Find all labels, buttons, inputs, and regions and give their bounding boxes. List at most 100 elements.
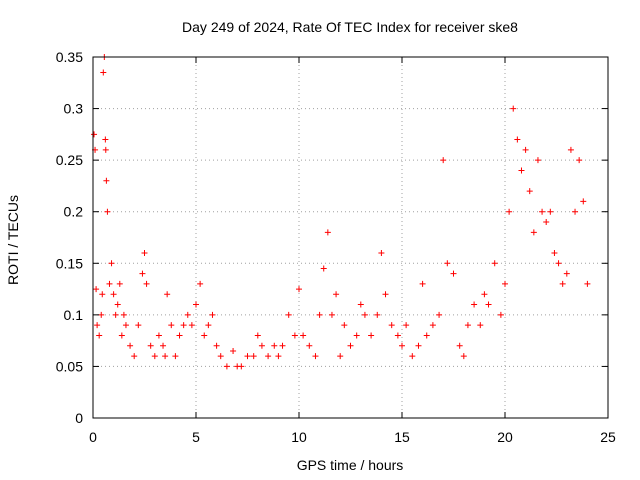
data-point [543, 219, 550, 226]
data-point [116, 280, 123, 287]
data-point [450, 270, 457, 277]
x-axis-label: GPS time / hours [297, 457, 404, 473]
y-tick-label: 0.25 [56, 152, 83, 168]
data-point [374, 311, 381, 318]
data-point [353, 332, 360, 339]
data-point [172, 353, 179, 360]
y-axis-label: ROTI / TECUs [5, 195, 21, 285]
data-point [409, 353, 416, 360]
data-point [539, 208, 546, 215]
data-point [534, 157, 541, 164]
data-point [205, 322, 212, 329]
data-point [238, 363, 245, 370]
data-point [168, 322, 175, 329]
data-point [141, 249, 148, 256]
data-point [104, 208, 111, 215]
data-point [328, 311, 335, 318]
data-point [296, 286, 302, 293]
data-point [497, 311, 504, 318]
data-point [547, 208, 554, 215]
data-point [131, 353, 138, 360]
data-point [506, 208, 513, 215]
data-point [223, 363, 230, 370]
data-point [180, 322, 187, 329]
data-point [378, 249, 385, 256]
data-point [279, 342, 286, 349]
data-point [102, 146, 109, 153]
data-point [164, 291, 171, 298]
data-point [306, 342, 313, 349]
data-point [250, 353, 257, 360]
y-tick-label: 0.05 [56, 358, 83, 374]
data-point [436, 311, 443, 318]
data-point [522, 146, 529, 153]
data-point [491, 260, 498, 267]
data-point [102, 136, 109, 143]
data-point [530, 229, 537, 236]
data-point [100, 69, 107, 76]
data-point [347, 342, 354, 349]
data-point [584, 280, 591, 287]
gridlines [93, 57, 608, 418]
data-point [112, 311, 119, 318]
data-point [514, 136, 521, 143]
x-tick-label: 25 [600, 429, 616, 445]
data-point [147, 342, 154, 349]
data-point [176, 332, 183, 339]
data-point [244, 353, 251, 360]
data-point [265, 353, 272, 360]
data-point [275, 353, 282, 360]
data-point [151, 353, 158, 360]
x-tick-label: 0 [89, 429, 97, 445]
data-point [230, 347, 237, 354]
data-point [291, 332, 298, 339]
data-point [99, 291, 106, 298]
data-point [485, 301, 492, 308]
data-point [162, 353, 169, 360]
data-point [106, 280, 113, 287]
data-point [341, 322, 348, 329]
data-point [444, 260, 451, 267]
data-point [361, 311, 368, 318]
data-point [285, 311, 292, 318]
data-point [471, 301, 478, 308]
data-point [399, 342, 405, 349]
y-tick-label: 0.3 [64, 101, 84, 117]
data-point [456, 342, 463, 349]
data-point [122, 322, 129, 329]
y-tick-label: 0.1 [64, 307, 84, 323]
data-point [188, 322, 195, 329]
data-point [460, 353, 467, 360]
data-point [580, 198, 587, 205]
x-tick-label: 15 [394, 429, 410, 445]
data-point [423, 332, 430, 339]
data-point [139, 270, 146, 277]
data-point [201, 332, 208, 339]
data-point [114, 301, 121, 308]
chart-title: Day 249 of 2024, Rate Of TEC Index for r… [182, 19, 518, 35]
data-point [419, 280, 426, 287]
data-point [98, 311, 105, 318]
data-point [254, 332, 261, 339]
data-point [209, 311, 216, 318]
y-tick-labels: 0 0.05 0.1 0.15 0.2 0.25 0.3 0.35 [56, 49, 83, 426]
data-point [258, 342, 265, 349]
data-point [368, 332, 375, 339]
data-point [324, 229, 331, 236]
data-point [217, 353, 224, 360]
data-point [481, 291, 488, 298]
data-point [337, 353, 344, 360]
data-point [118, 332, 125, 339]
data-point [555, 260, 562, 267]
data-point [477, 322, 484, 329]
data-point [213, 342, 220, 349]
data-point [184, 311, 191, 318]
data-point [96, 332, 103, 339]
y-tick-label: 0.15 [56, 255, 83, 271]
data-point [526, 188, 533, 195]
data-point [572, 208, 579, 215]
data-point [333, 291, 340, 298]
y-tick-label: 0.2 [64, 204, 84, 220]
data-point [388, 322, 395, 329]
